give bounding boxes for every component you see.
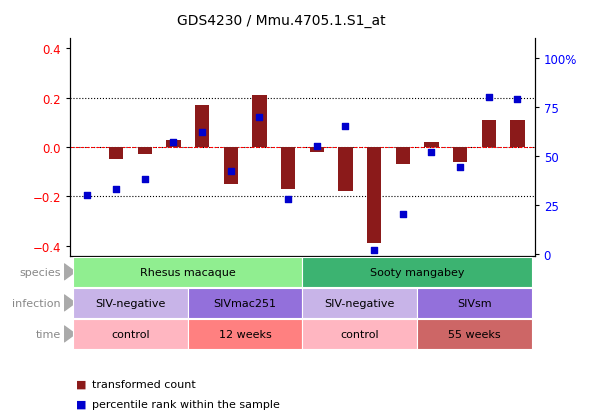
Point [455,165,465,171]
Text: control: control [111,329,150,339]
Point [312,143,321,150]
Bar [166,140,181,147]
Point [284,196,293,202]
Polygon shape [64,326,75,342]
Bar [338,147,353,192]
Point [82,192,92,199]
Point [484,95,494,101]
Polygon shape [64,264,75,280]
Bar [395,147,410,165]
Bar [137,147,152,155]
Text: SIV-negative: SIV-negative [324,298,395,308]
Text: control: control [340,329,379,339]
Text: transformed count: transformed count [92,379,196,389]
Bar [281,147,295,190]
Text: infection: infection [12,298,61,308]
Bar [195,106,210,147]
Text: ■: ■ [76,399,87,409]
Polygon shape [64,295,75,311]
Text: Sooty mangabey: Sooty mangabey [370,267,464,277]
Text: SIVsm: SIVsm [457,298,492,308]
Bar [109,147,123,160]
Bar [367,147,381,244]
Point [369,247,379,253]
Point [398,211,408,218]
Text: ■: ■ [76,379,87,389]
Point [426,149,436,156]
Bar [310,147,324,152]
Text: species: species [20,267,61,277]
Point [197,130,207,136]
Bar [224,147,238,185]
Text: time: time [36,329,61,339]
Point [140,176,150,183]
Text: 12 weeks: 12 weeks [219,329,271,339]
Text: GDS4230 / Mmu.4705.1.S1_at: GDS4230 / Mmu.4705.1.S1_at [177,14,386,28]
Point [340,124,350,131]
Point [226,169,236,175]
Point [169,139,178,146]
Bar [424,143,439,147]
Bar [481,121,496,147]
Bar [252,96,266,147]
Text: SIVmac251: SIVmac251 [214,298,277,308]
Text: SIV-negative: SIV-negative [95,298,166,308]
Text: 55 weeks: 55 weeks [448,329,501,339]
Point [111,186,121,193]
Point [513,96,522,103]
Text: Rhesus macaque: Rhesus macaque [140,267,236,277]
Point [255,114,265,121]
Bar [510,121,525,147]
Bar [453,147,467,162]
Text: percentile rank within the sample: percentile rank within the sample [92,399,279,409]
